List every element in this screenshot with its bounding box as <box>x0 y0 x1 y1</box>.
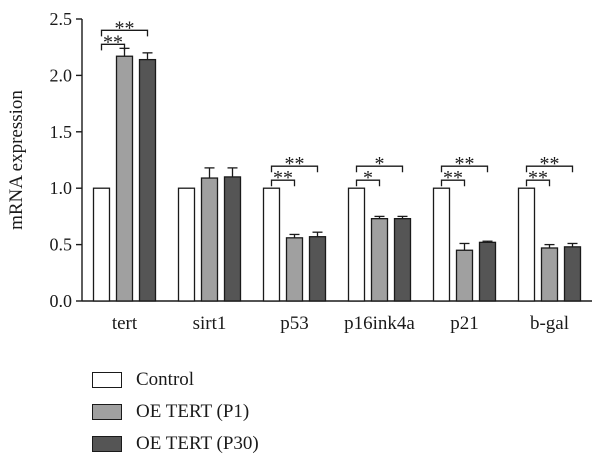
significance-mark-tert: ** <box>103 31 123 53</box>
x-tick-label-p21: p21 <box>450 313 479 334</box>
y-tick-label: 1.5 <box>50 122 73 142</box>
significance-bracket-p16ink4a <box>355 179 381 187</box>
significance-bracket-p53 <box>270 165 319 173</box>
bar-oe-tert-p1-p21 <box>455 249 474 302</box>
significance-bracket-tert <box>100 43 126 51</box>
y-tick-label: 0.0 <box>50 291 73 311</box>
significance-mark-p53: ** <box>285 153 305 175</box>
bar-oe-tert-p30-tert <box>138 58 157 302</box>
bar-oe-tert-p30-sirt1 <box>223 176 242 302</box>
y-tick-label: 1.0 <box>50 178 73 198</box>
legend-label-control: Control <box>136 369 195 390</box>
x-tick-label-tert: tert <box>112 313 138 334</box>
bar-chart: 0.0 0.5 1.0 1.5 2.0 2.5 tert sirt1 p53 p16ink4a p2… <box>6 9 592 334</box>
significance-bracket-b-gal <box>525 165 574 173</box>
significance-mark-p16ink4a: * <box>375 153 385 175</box>
bar-oe-tert-p1-p53 <box>285 237 304 302</box>
bar-control-p21 <box>432 187 451 302</box>
significance-mark-p21: ** <box>443 167 463 189</box>
significance-mark-p53: ** <box>273 167 293 189</box>
significance-bracket-p21 <box>440 165 489 173</box>
significance-mark-p16ink4a: * <box>363 167 373 189</box>
bar-oe-tert-p1-b-gal <box>540 247 559 302</box>
x-tick-label-sirt1: sirt1 <box>193 313 227 334</box>
bar-control-p16ink4a <box>347 187 366 302</box>
significance-bracket-tert <box>100 29 149 37</box>
y-axis-label: mRNA expression <box>6 90 27 230</box>
y-tick-label: 0.5 <box>50 235 73 255</box>
legend-item-oe-tert-p30: OE TERT (P30) <box>92 428 259 460</box>
significance-bracket-b-gal <box>525 179 551 187</box>
significance-bracket-p53 <box>270 179 296 187</box>
legend-swatch-oe-tert-p30 <box>92 436 122 452</box>
legend-item-control: Control <box>92 364 259 396</box>
legend-item-oe-tert-p1: OE TERT (P1) <box>92 396 259 428</box>
legend: Control OE TERT (P1) OE TERT (P30) <box>92 364 259 460</box>
legend-label-oe-tert-p30: OE TERT (P30) <box>136 433 259 454</box>
significance-mark-tert: ** <box>115 17 135 39</box>
bar-oe-tert-p30-b-gal <box>563 246 582 302</box>
x-tick-label-p53: p53 <box>280 313 309 334</box>
significance-bracket-p16ink4a <box>355 165 404 173</box>
significance-mark-b-gal: ** <box>540 153 560 175</box>
x-tick-label-p16ink4a: p16ink4a <box>344 313 415 334</box>
significance-mark-p21: ** <box>455 153 475 175</box>
bar-oe-tert-p1-tert <box>115 55 134 302</box>
bar-oe-tert-p1-sirt1 <box>200 177 219 302</box>
bar-oe-tert-p1-p16ink4a <box>370 218 389 302</box>
bar-oe-tert-p30-p53 <box>308 236 327 302</box>
bar-control-b-gal <box>517 187 536 302</box>
bar-control-sirt1 <box>177 187 196 302</box>
x-tick-label-b-gal: b-gal <box>530 313 569 334</box>
y-tick-label: 2.0 <box>50 65 73 85</box>
significance-mark-b-gal: ** <box>528 167 548 189</box>
bar-control-p53 <box>262 187 281 302</box>
y-tick-label: 2.5 <box>50 9 73 29</box>
bar-control-tert <box>92 187 111 302</box>
legend-swatch-oe-tert-p1 <box>92 404 122 420</box>
bar-oe-tert-p30-p21 <box>478 241 497 302</box>
legend-label-oe-tert-p1: OE TERT (P1) <box>136 401 250 422</box>
significance-bracket-p21 <box>440 179 466 187</box>
legend-swatch-control <box>92 372 122 388</box>
bar-oe-tert-p30-p16ink4a <box>393 218 412 302</box>
